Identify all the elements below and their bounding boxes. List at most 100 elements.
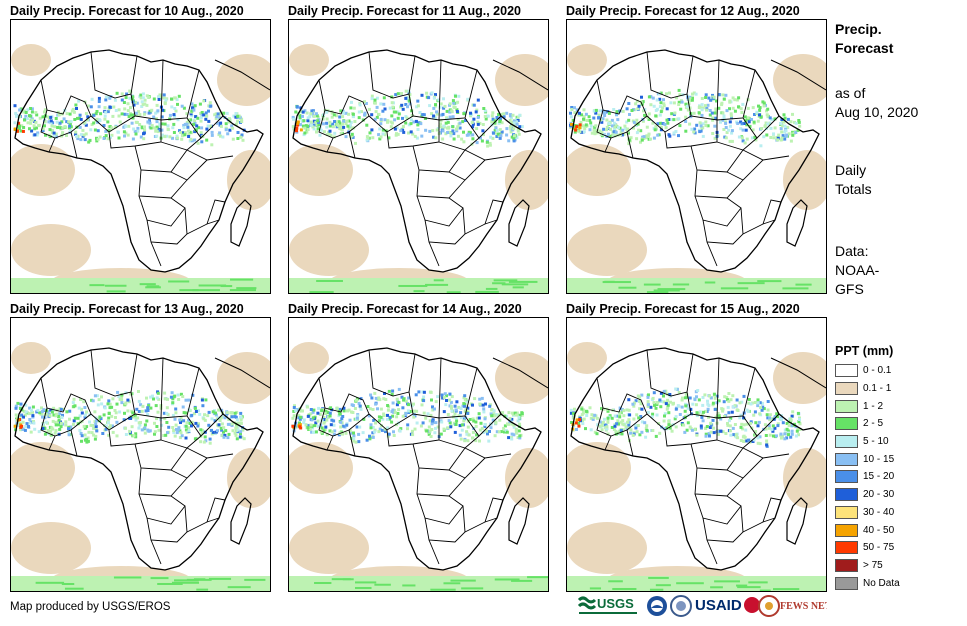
forecast-panel-4: Daily Precip. Forecast for 13 Aug., 2020 <box>10 301 282 593</box>
precip-cell <box>708 113 712 117</box>
precip-cell <box>513 411 517 415</box>
arabia-coastline <box>214 357 270 389</box>
precip-cell <box>373 98 377 102</box>
country-border <box>134 443 188 471</box>
precip-cell <box>198 284 227 287</box>
precip-cell <box>338 121 342 125</box>
precip-cell <box>342 409 346 413</box>
dry-area <box>567 224 647 276</box>
precip-cell <box>601 407 605 411</box>
precip-cell <box>646 395 650 399</box>
precip-cell <box>222 426 226 430</box>
precip-cell <box>339 109 343 113</box>
precip-cell <box>407 396 411 400</box>
precip-cell <box>684 120 688 123</box>
precip-cell <box>707 415 710 419</box>
precip-cell <box>480 396 484 400</box>
precip-cell <box>406 409 410 413</box>
precip-cell <box>760 408 764 412</box>
precip-cell <box>317 424 320 428</box>
precip-cell <box>665 107 669 111</box>
precip-cell <box>220 285 233 288</box>
precip-cell <box>291 416 295 420</box>
precip-cell <box>458 121 462 125</box>
precip-cell <box>104 427 108 431</box>
precip-cell <box>691 402 695 406</box>
precip-cell <box>599 133 603 136</box>
precip-cell <box>108 406 112 410</box>
precip-cell <box>747 398 751 401</box>
precip-cell <box>711 401 715 405</box>
precip-cell <box>752 413 756 417</box>
precip-cell <box>223 433 227 437</box>
precip-cell <box>463 404 467 408</box>
precip-cell <box>632 126 635 130</box>
precip-cell <box>183 131 187 135</box>
precip-cell <box>202 440 206 444</box>
precip-cell <box>160 122 164 126</box>
precip-cell <box>208 437 212 441</box>
precip-cell <box>691 96 694 100</box>
precip-cell <box>90 97 94 101</box>
precip-cell <box>242 437 246 441</box>
precip-cell <box>467 433 471 437</box>
precip-cell <box>688 122 692 126</box>
precip-cell <box>769 136 773 139</box>
precip-cell <box>767 424 771 428</box>
precip-cell <box>378 398 382 402</box>
precip-cell <box>659 391 663 395</box>
precip-cell <box>722 114 726 118</box>
country-border <box>348 131 356 159</box>
precip-cell <box>520 413 524 417</box>
precip-cell <box>463 394 467 398</box>
precip-cell <box>739 425 743 429</box>
precip-cell <box>581 124 585 128</box>
dry-area <box>217 352 270 404</box>
precip-cell <box>662 98 665 102</box>
country-border <box>408 357 442 419</box>
precip-cell <box>433 431 437 435</box>
country-border <box>686 357 720 419</box>
precip-cell <box>430 91 434 95</box>
country-border <box>762 497 782 523</box>
precip-cell <box>377 415 381 419</box>
precip-cell <box>635 413 639 417</box>
precip-cell <box>722 117 726 121</box>
precip-cell <box>85 438 89 442</box>
precip-cell <box>171 426 175 429</box>
precip-cell <box>475 433 479 437</box>
precip-cell <box>455 127 458 131</box>
precip-cell <box>50 426 54 430</box>
precip-cell <box>92 433 96 437</box>
precip-cell <box>505 414 509 418</box>
precip-cell <box>618 429 622 433</box>
precip-cell <box>512 119 516 123</box>
precip-cell <box>328 129 332 133</box>
precip-cell <box>653 128 657 132</box>
precip-cell <box>723 135 727 139</box>
precip-cell <box>159 96 163 100</box>
precip-cell <box>731 96 735 100</box>
precip-cell <box>663 414 666 418</box>
precip-cell <box>78 125 82 129</box>
precip-cell <box>166 397 169 401</box>
precip-cell <box>740 111 744 114</box>
country-border <box>604 435 612 451</box>
precip-cell <box>730 116 733 120</box>
precip-cell <box>781 421 785 425</box>
dry-area <box>11 442 75 494</box>
precip-cell <box>602 111 606 115</box>
precip-cell <box>134 111 138 115</box>
country-border <box>186 447 234 459</box>
precip-cell <box>129 106 132 110</box>
precip-cell <box>404 96 408 100</box>
precip-cell <box>485 429 489 433</box>
precip-cell <box>605 427 609 431</box>
precip-cell <box>55 412 59 416</box>
precip-cell <box>28 127 31 131</box>
legend-label: 15 - 20 <box>863 471 895 483</box>
precip-cell <box>462 417 466 421</box>
precip-cell <box>82 400 86 404</box>
precip-cell <box>64 420 68 424</box>
precip-cell <box>106 110 110 114</box>
